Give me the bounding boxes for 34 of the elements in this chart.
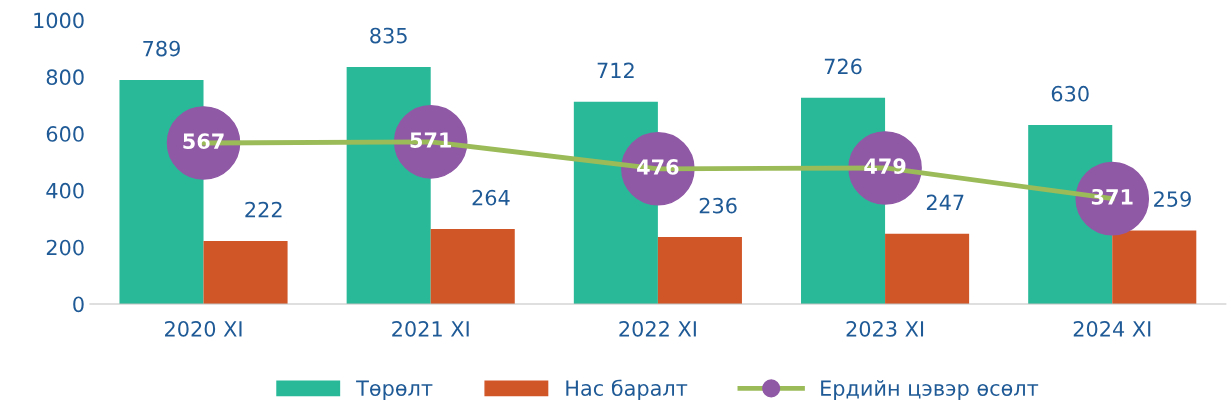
data-label: 247 [926,194,964,211]
data-label: 479 [864,158,906,175]
data-label: 476 [637,159,679,175]
data-label: 259 [1154,191,1191,207]
x-tick-label: 2023 XI [846,320,924,337]
y-tick-label: 400 [46,182,84,199]
legend-label: Төрөлт [356,380,433,401]
bar [657,236,742,304]
data-label: 371 [1091,188,1133,205]
x-tick-label: 2024 XI [1073,320,1151,337]
legend-label: Ердийн цэвэр өсөлт [821,379,1039,401]
y-tick-label: 200 [46,239,84,256]
bar [203,240,288,304]
data-label: 236 [699,197,737,214]
data-label: 835 [370,27,407,44]
y-tick-label: 1000 [34,12,84,29]
data-label: 264 [472,189,510,206]
data-label: 789 [143,40,180,57]
data-label: 726 [824,58,862,75]
bar [430,229,515,304]
y-tick-label: 600 [46,126,84,142]
data-label: 571 [410,132,452,148]
y-tick-label: 800 [46,69,84,86]
data-label: 712 [597,62,634,79]
bar [1112,230,1197,304]
bar [885,233,970,304]
legend-label: Нас баралт [566,379,688,401]
x-tick-label: 2021 XI [392,320,469,337]
x-tick-label: 2022 XI [619,320,696,337]
data-label: 567 [183,133,224,150]
x-tick-label: 2020 XI [165,320,242,337]
y-tick-label: 0 [73,296,84,313]
data-label: 222 [245,201,282,218]
data-label: 630 [1051,85,1089,102]
